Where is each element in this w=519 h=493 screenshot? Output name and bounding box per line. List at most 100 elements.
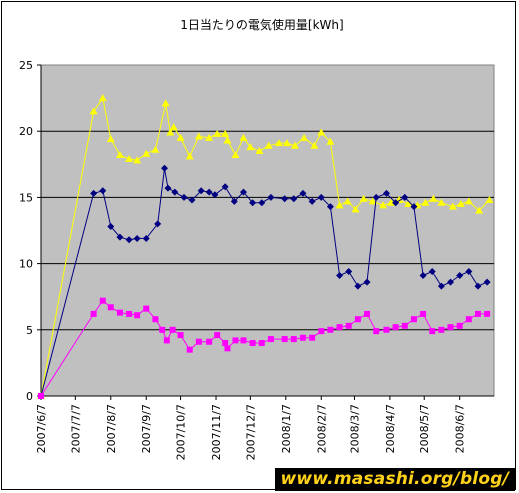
data-point xyxy=(456,322,463,329)
data-point xyxy=(282,139,291,147)
data-point xyxy=(214,332,221,339)
data-point xyxy=(401,193,409,201)
data-point xyxy=(343,197,352,205)
series-line xyxy=(40,168,488,397)
data-point xyxy=(401,322,408,329)
data-point xyxy=(392,324,399,331)
data-point xyxy=(205,133,214,141)
data-point xyxy=(447,278,455,286)
data-point xyxy=(373,328,380,335)
data-point xyxy=(300,133,309,141)
data-point xyxy=(372,193,380,201)
data-point xyxy=(290,336,297,343)
data-point xyxy=(420,310,427,317)
data-point xyxy=(164,184,172,192)
data-point xyxy=(485,196,494,204)
y-tick-label: 20 xyxy=(19,125,33,138)
data-point xyxy=(475,206,484,214)
data-point xyxy=(169,123,178,131)
data-point xyxy=(223,136,232,144)
data-point xyxy=(258,199,266,207)
data-point xyxy=(211,191,219,199)
data-point xyxy=(151,145,160,153)
data-point xyxy=(410,203,418,211)
data-point xyxy=(387,198,396,206)
data-point xyxy=(188,196,196,204)
data-point xyxy=(224,345,231,352)
data-point xyxy=(90,189,98,197)
data-point xyxy=(195,338,202,345)
data-point xyxy=(99,187,107,195)
series-layer xyxy=(37,94,494,400)
x-tick-label: 2008/1/7 xyxy=(280,404,293,453)
data-point xyxy=(154,220,162,228)
data-point xyxy=(169,326,176,333)
site-watermark: www.masashi.org/blog/ xyxy=(274,468,515,491)
data-point xyxy=(474,310,481,317)
x-tick-label: 2007/11/7 xyxy=(210,404,223,460)
data-point xyxy=(258,340,265,347)
data-point xyxy=(38,393,44,399)
data-point xyxy=(336,324,343,331)
data-point xyxy=(232,337,239,344)
data-point xyxy=(133,234,141,242)
data-point xyxy=(125,155,134,163)
data-point xyxy=(197,187,205,195)
data-point xyxy=(152,316,159,323)
data-point xyxy=(364,310,371,317)
data-point xyxy=(308,197,316,205)
y-axis: 0 5 10 15 20 25 xyxy=(19,59,42,403)
x-tick-label: 2007/8/7 xyxy=(105,404,118,453)
data-point xyxy=(89,107,98,115)
x-axis: 2007/6/7 2007/7/7 2007/8/7 2007/9/7 2007/10/… xyxy=(35,395,494,460)
x-tick-label: 2008/2/7 xyxy=(315,404,328,453)
data-point xyxy=(107,223,115,231)
data-point xyxy=(428,268,436,276)
x-tick-label: 2007/6/7 xyxy=(35,404,48,453)
plot-area xyxy=(40,64,495,397)
y-tick-label: 15 xyxy=(19,191,33,204)
data-point xyxy=(421,198,430,206)
data-point xyxy=(419,272,427,280)
data-point xyxy=(221,129,230,137)
x-tick-label: 2008/3/7 xyxy=(348,404,361,453)
y-tick-label: 0 xyxy=(26,390,33,403)
data-point xyxy=(255,147,264,155)
data-point xyxy=(464,197,473,205)
y-tick-label: 10 xyxy=(19,258,33,271)
data-point xyxy=(317,128,326,136)
data-point xyxy=(474,282,482,290)
data-point xyxy=(383,326,390,333)
x-tick-label: 2007/9/7 xyxy=(140,404,153,453)
data-point xyxy=(429,328,436,335)
data-point xyxy=(437,198,446,206)
data-point xyxy=(142,234,150,242)
data-point xyxy=(159,326,166,333)
data-point xyxy=(249,340,256,347)
data-point xyxy=(447,324,454,331)
data-point xyxy=(363,278,371,286)
x-tick-label: 2007/12/7 xyxy=(244,404,257,460)
data-point xyxy=(274,139,283,147)
data-point xyxy=(126,310,133,317)
data-point xyxy=(240,337,247,344)
data-point xyxy=(448,202,457,210)
data-point xyxy=(359,194,368,202)
data-point xyxy=(368,197,377,205)
data-point xyxy=(290,141,299,149)
x-tick-label: 2008/6/7 xyxy=(454,404,467,453)
data-point xyxy=(143,305,150,312)
data-point xyxy=(318,328,325,335)
data-point xyxy=(267,336,274,343)
data-point xyxy=(116,309,123,316)
data-point xyxy=(299,189,307,197)
series-2 xyxy=(37,164,491,400)
data-point xyxy=(134,312,141,319)
data-point xyxy=(299,334,306,341)
data-point xyxy=(326,203,334,211)
data-point xyxy=(437,282,445,290)
data-point xyxy=(264,141,273,149)
data-point xyxy=(161,164,169,172)
data-point xyxy=(249,199,257,207)
